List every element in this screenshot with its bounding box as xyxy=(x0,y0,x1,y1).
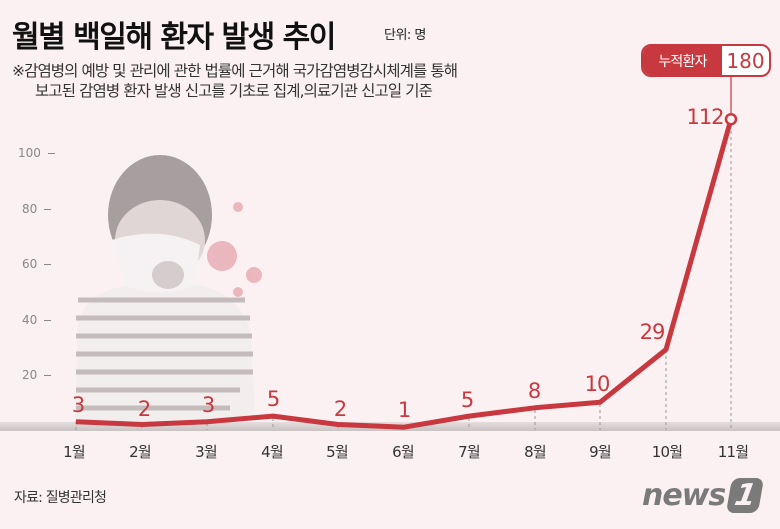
x-label-nov: 11월 xyxy=(717,443,749,461)
data-line xyxy=(75,118,734,430)
chart-title: 월별 백일해 환자 발생 추이 xyxy=(12,20,336,55)
value-label-apr: 5 xyxy=(266,387,280,411)
cumulative-badge: 누적환자 180 xyxy=(641,44,771,77)
value-label-nov: 112 xyxy=(686,105,724,129)
chart-note: ※감염병의 예방 및 관리에 관한 법률에 근거해 국가감염병감시체계를 통해 … xyxy=(12,61,458,101)
note-line-2: 보고된 감염병 환자 발생 신고를 기초로 집계,의료기관 신고일 기준 xyxy=(35,82,433,100)
note-line-1: ※감염병의 예방 및 관리에 관한 법률에 근거해 국가감염병감시체계를 통해 xyxy=(12,62,458,80)
y-tick-80: 80 xyxy=(22,202,62,216)
cumulative-value: 180 xyxy=(726,48,765,73)
y-tick-40: 40 xyxy=(22,313,62,327)
x-label-feb: 2월 xyxy=(129,443,152,461)
x-label-apr: 4월 xyxy=(261,443,284,461)
unit-label: 단위: 명 xyxy=(384,28,426,43)
last-point-marker xyxy=(724,112,738,126)
child-illustration xyxy=(75,155,255,425)
y-tick-60: 60 xyxy=(22,257,62,271)
value-label-oct: 29 xyxy=(639,320,666,344)
x-label-aug: 8월 xyxy=(524,443,547,461)
value-label-sep: 10 xyxy=(584,372,611,396)
x-label-jun: 6월 xyxy=(392,443,415,461)
value-label-jul: 5 xyxy=(460,388,474,412)
x-label-may: 5월 xyxy=(326,443,349,461)
value-label-jun: 1 xyxy=(397,398,411,422)
value-label-jan: 3 xyxy=(71,393,85,417)
virus-icons xyxy=(207,202,262,297)
cumulative-label: 누적환자 xyxy=(643,46,722,75)
value-label-may: 2 xyxy=(333,397,347,421)
value-label-aug: 8 xyxy=(527,379,541,403)
x-label-oct: 10월 xyxy=(651,443,683,461)
value-label-feb: 2 xyxy=(137,397,151,421)
y-tick-20: 20 xyxy=(22,368,62,382)
source-label: 자료: 질병관리청 xyxy=(14,490,107,506)
x-label-mar: 3월 xyxy=(195,443,218,461)
news1-logo: news 1 xyxy=(642,478,765,513)
x-label-jul: 7월 xyxy=(458,443,481,461)
y-tick-100: 100 xyxy=(18,146,58,160)
value-label-mar: 3 xyxy=(201,393,215,417)
x-label-sep: 9월 xyxy=(589,443,612,461)
x-label-jan: 1월 xyxy=(63,443,86,461)
